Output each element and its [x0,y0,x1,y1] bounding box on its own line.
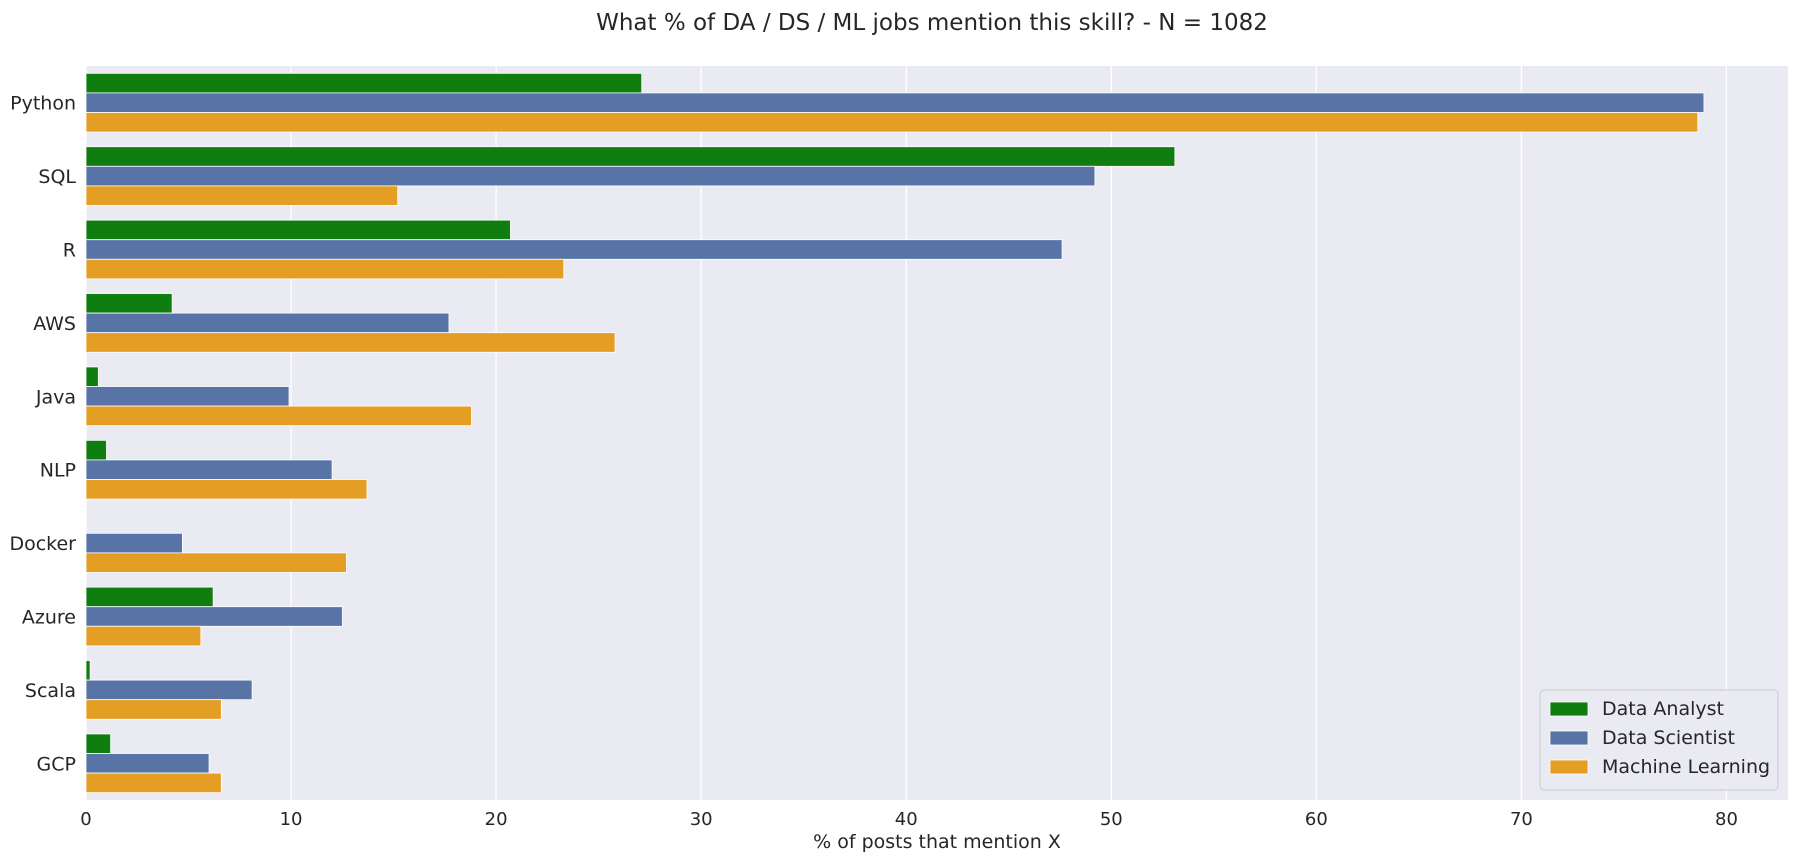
x-tick-label: 40 [895,809,918,830]
x-axis-title: % of posts that mention X [813,831,1061,853]
bar-sql-machine-learning [85,185,399,206]
bar-aws-data-analyst [85,293,173,314]
chart-title: What % of DA / DS / ML jobs mention this… [596,10,1268,36]
legend-swatch-machine-learning [1549,759,1589,775]
legend-label-data-analyst: Data Analyst [1602,698,1724,720]
x-tick-label: 20 [485,809,508,830]
bar-python-data-scientist [85,92,1705,113]
x-tick-label: 60 [1305,809,1328,830]
y-tick-label-docker: Docker [9,533,76,555]
bar-sql-data-analyst [85,146,1176,167]
bar-scala-machine-learning [85,699,222,720]
x-tick-label: 50 [1100,809,1123,830]
legend-label-machine-learning: Machine Learning [1602,756,1770,778]
bar-nlp-data-scientist [85,459,333,480]
y-tick-label-sql: SQL [38,166,76,188]
bar-azure-data-scientist [85,606,343,627]
bar-sql-data-scientist [85,165,1096,187]
x-tick-label: 70 [1510,809,1533,830]
x-tick-label: 30 [690,809,713,830]
bar-gcp-machine-learning [85,772,222,794]
bar-scala-data-analyst [85,660,91,681]
legend: Data Analyst Data Scientist Machine Learni… [1539,689,1779,791]
x-tick-label: 10 [280,809,303,830]
bar-java-data-analyst [85,366,99,387]
bar-r-machine-learning [85,258,565,280]
legend-swatch-data-scientist [1549,730,1589,746]
y-tick-label-gcp: GCP [37,753,76,775]
bar-r-data-scientist [85,239,1063,260]
bar-azure-machine-learning [85,625,202,647]
y-tick-label-azure: Azure [22,607,76,629]
y-tick-label-python: Python [10,93,76,115]
bar-python-machine-learning [85,112,1699,133]
bar-gcp-data-analyst [85,733,112,754]
y-tick-label-java: Java [35,386,76,408]
legend-swatch-data-analyst [1549,701,1589,717]
y-tick-label-r: R [63,240,76,262]
legend-label-data-scientist: Data Scientist [1602,727,1735,749]
bar-java-data-scientist [85,386,290,407]
bar-python-data-analyst [85,72,643,94]
x-tick-label: 80 [1715,809,1738,830]
y-tick-label-scala: Scala [25,680,76,702]
bar-docker-machine-learning [85,552,347,573]
bar-gcp-data-scientist [85,753,210,774]
bar-scala-data-scientist [85,679,253,701]
bar-nlp-machine-learning [85,479,368,500]
y-tick-label-aws: AWS [33,313,76,335]
bar-aws-data-scientist [85,312,450,334]
bar-azure-data-analyst [85,586,214,608]
x-tick-label: 0 [80,809,91,830]
bar-java-machine-learning [85,405,472,427]
legend-box [1539,689,1779,791]
bar-nlp-data-analyst [85,439,107,461]
bar-r-data-analyst [85,219,511,241]
bar-aws-machine-learning [85,332,616,353]
bar-docker-data-scientist [85,532,183,554]
plot-area: 0 10 20 30 40 50 60 70 80 Python SQL R AWS Java NLP Doc… [9,66,1788,830]
y-tick-label-nlp: NLP [40,460,76,482]
